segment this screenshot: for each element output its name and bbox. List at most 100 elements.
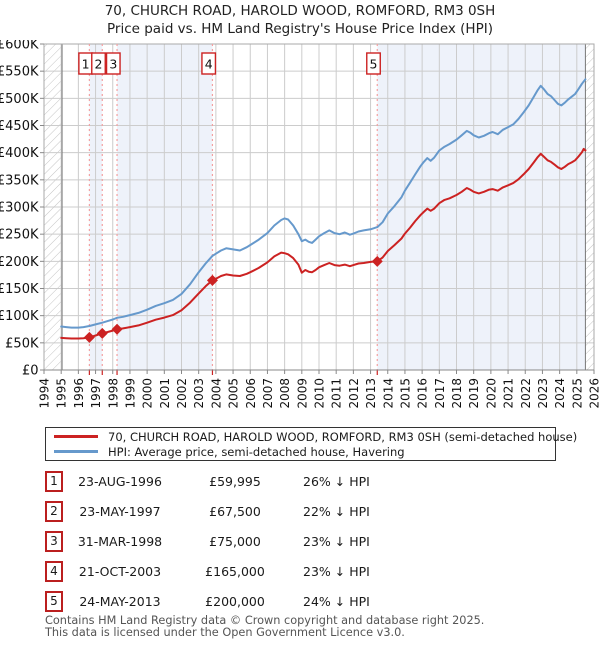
sale-flag-box-3 — [105, 52, 121, 75]
transaction-number-badge: 1 — [45, 471, 63, 492]
x-axis-label: 2010 — [313, 378, 327, 409]
x-axis-label: 2025 — [570, 378, 584, 409]
x-axis-label: 1996 — [72, 378, 86, 409]
y-axis-label: £500K — [0, 92, 39, 107]
sale-flag-box-5 — [366, 52, 381, 75]
transaction-date: 24-MAY-2013 — [79, 594, 161, 609]
x-axis-label: 2006 — [244, 378, 258, 409]
transaction-price: £75,000 — [209, 534, 261, 549]
sale-flag-number: 4 — [205, 57, 213, 72]
transaction-price: £59,995 — [209, 474, 261, 489]
y-axis-label: £350K — [0, 173, 39, 188]
copyright-footer: Contains HM Land Registry data © Crown c… — [45, 615, 585, 638]
x-axis-label: 2004 — [209, 378, 223, 409]
transaction-number-badge: 3 — [45, 531, 63, 552]
legend-line-swatch — [54, 450, 98, 453]
x-axis-label: 2012 — [347, 378, 361, 409]
x-axis-label: 2018 — [450, 378, 464, 409]
transaction-hpi-delta: 22% ↓ HPI — [303, 504, 370, 519]
transaction-date: 31-MAR-1998 — [77, 534, 163, 549]
legend-item-hpi: HPI: Average price, semi-detached house,… — [54, 444, 555, 459]
transaction-price: £67,500 — [209, 504, 261, 519]
x-axis-label: 2011 — [330, 378, 344, 409]
x-axis-label: 2000 — [141, 378, 155, 409]
y-axis-label: £0 — [22, 364, 39, 379]
table-row: 1 23-AUG-1996 £59,995 26% ↓ HPI — [45, 471, 565, 501]
x-axis-label: 2016 — [416, 378, 430, 409]
x-axis-label: 2007 — [261, 378, 275, 409]
x-axis-label: 2021 — [502, 378, 516, 409]
x-axis-label: 2008 — [278, 378, 292, 409]
transaction-table: 1 23-AUG-1996 £59,995 26% ↓ HPI 2 23-MAY-1997… — [45, 471, 565, 621]
x-axis-label: 2024 — [553, 378, 567, 409]
x-axis-label: 1999 — [123, 378, 137, 409]
y-axis-label: £50K — [5, 336, 39, 351]
transaction-date: 23-MAY-1997 — [79, 504, 161, 519]
table-row: 5 24-MAY-2013 £200,000 24% ↓ HPI — [45, 591, 565, 621]
price-history-chart: 1 2 3 4 5 £0 £50K £100K £150K £200K £250K £300K £350… — [0, 40, 600, 409]
x-axis-label: 2013 — [364, 378, 378, 409]
transaction-hpi-delta: 24% ↓ HPI — [303, 594, 370, 609]
sale-flag-box-2 — [91, 52, 106, 75]
transaction-date: 21-OCT-2003 — [78, 564, 162, 579]
y-axis-label: £550K — [0, 65, 39, 80]
x-axis-label: 1994 — [38, 378, 52, 409]
transaction-hpi-delta: 23% ↓ HPI — [303, 534, 370, 549]
page-title: 70, CHURCH ROAD, HAROLD WOOD, ROMFORD, R… — [104, 3, 496, 19]
y-axis-label: £100K — [0, 309, 39, 324]
y-axis-label: £150K — [0, 282, 39, 297]
page-subtitle: Price paid vs. HM Land Registry's House … — [107, 21, 493, 37]
transaction-hpi-delta: 23% ↓ HPI — [303, 564, 370, 579]
sale-flag-number: 5 — [370, 57, 378, 72]
sale-marker-1 — [83, 331, 95, 343]
table-row: 3 31-MAR-1998 £75,000 23% ↓ HPI — [45, 531, 565, 561]
transaction-number-badge: 5 — [45, 591, 63, 612]
x-axis-label: 2026 — [588, 378, 600, 409]
x-axis-label: 2023 — [536, 378, 550, 409]
transaction-hpi-delta: 26% ↓ HPI — [303, 474, 370, 489]
table-row: 2 23-MAY-1997 £67,500 22% ↓ HPI — [45, 501, 565, 531]
legend-label: 70, CHURCH ROAD, HAROLD WOOD, ROMFORD, R… — [108, 429, 578, 444]
legend-label: HPI: Average price, semi-detached house,… — [108, 444, 405, 459]
sale-flag-box-4 — [201, 52, 217, 75]
x-axis-label: 1995 — [55, 378, 69, 409]
x-axis-label: 2022 — [519, 378, 533, 409]
y-axis-label: £300K — [0, 201, 39, 216]
x-axis-label: 2014 — [381, 378, 395, 409]
x-axis-label: 2002 — [175, 378, 189, 409]
series-price_paid — [60, 147, 587, 340]
legend-line-swatch — [54, 435, 98, 438]
x-axis-label: 2003 — [192, 378, 206, 409]
sale-flag-number: 3 — [109, 57, 117, 72]
transaction-price: £200,000 — [205, 594, 265, 609]
y-axis-label: £600K — [0, 40, 39, 53]
y-axis-label: £400K — [0, 146, 39, 161]
sale-marker-2 — [96, 327, 108, 339]
transaction-price: £165,000 — [205, 564, 265, 579]
x-axis-label: 2001 — [158, 378, 172, 409]
sale-flag-number: 1 — [82, 57, 90, 72]
x-axis-label: 1997 — [89, 378, 103, 409]
footer-line-2: This data is licensed under the Open Gov… — [45, 625, 405, 639]
legend-item-price-paid: 70, CHURCH ROAD, HAROLD WOOD, ROMFORD, R… — [54, 429, 577, 444]
x-axis-label: 2015 — [398, 378, 412, 409]
y-axis-label: £450K — [0, 119, 39, 134]
x-axis-label: 2005 — [227, 378, 241, 409]
chart-legend: 70, CHURCH ROAD, HAROLD WOOD, ROMFORD, R… — [45, 427, 577, 461]
sale-marker-4 — [206, 274, 218, 286]
sale-marker-3 — [111, 323, 123, 335]
sale-flag-number: 2 — [95, 57, 103, 72]
x-axis-label: 2017 — [433, 378, 447, 409]
transaction-date: 23-AUG-1996 — [78, 474, 162, 489]
transaction-number-badge: 2 — [45, 501, 63, 522]
x-axis-label: 2020 — [484, 378, 498, 409]
x-axis-label: 1998 — [106, 378, 120, 409]
footer-line-1: Contains HM Land Registry data © Crown c… — [45, 614, 485, 627]
x-axis-label: 2009 — [295, 378, 309, 409]
y-axis-label: £250K — [0, 228, 39, 243]
x-axis-label: 2019 — [467, 378, 481, 409]
table-row: 4 21-OCT-2003 £165,000 23% ↓ HPI — [45, 561, 565, 591]
series-hpi — [60, 78, 587, 329]
y-axis-label: £200K — [0, 255, 39, 270]
